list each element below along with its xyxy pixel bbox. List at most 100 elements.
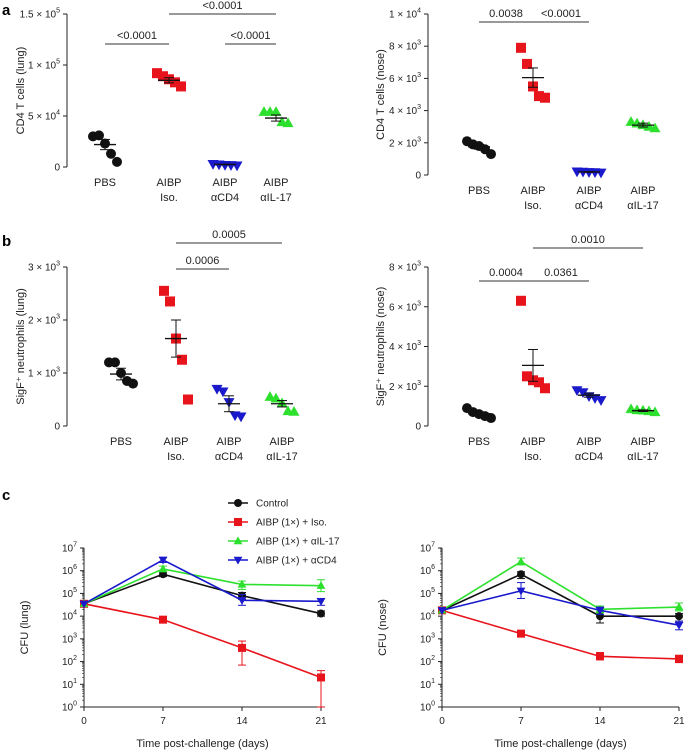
data-point [486, 413, 496, 424]
x-tick-label: 14 [236, 716, 248, 727]
data-point [675, 654, 683, 663]
data-point [649, 122, 661, 133]
data-point [649, 406, 661, 417]
data-point [522, 371, 532, 382]
series-line [441, 560, 680, 612]
y-tick-label: 101 [62, 678, 77, 691]
series-3 [79, 556, 326, 609]
category-label: AIBP [576, 185, 601, 197]
p-value-label: 0.0006 [186, 255, 220, 267]
y-tick-label: 0 [54, 422, 60, 433]
group-3 [264, 391, 300, 416]
x-axis-label: Time post-challenge (days) [494, 738, 626, 750]
category-label: AIBP [163, 436, 188, 448]
legend-marker [233, 556, 243, 565]
x-axis-label: Time post-challenge (days) [136, 738, 268, 750]
data-point [170, 77, 180, 88]
category-label: αCD4 [575, 200, 603, 212]
data-point [540, 92, 550, 103]
data-point [158, 556, 168, 565]
group-1 [152, 68, 186, 92]
y-tick-label: 103 [62, 632, 77, 645]
legend-label: AIBP (1×) + αIL-17 [256, 537, 340, 548]
data-point [270, 106, 282, 116]
category-label: AIBP [630, 436, 655, 448]
data-point [577, 388, 589, 398]
y-tick-label: 8 × 103 [389, 40, 421, 53]
category-label: PBS [468, 185, 490, 197]
data-point [235, 412, 247, 423]
series-2 [79, 564, 326, 607]
y-axis-label: SigF⁺ neutrophils (nose) [375, 287, 387, 407]
group-1 [159, 285, 193, 405]
y-tick-label: 104 [62, 610, 77, 623]
y-tick-label: 3 × 103 [28, 261, 60, 274]
y-tick-label: 0 [415, 422, 421, 433]
data-point [674, 602, 684, 611]
chart-a_left: 0 5 × 104 1 × 105 1.5 × 105 CD4 T cells (lun… [15, 0, 294, 204]
chart-b_right: 0 2 × 103 4 × 103 6 × 103 8 × 103 SigF⁺ neutr… [375, 234, 661, 463]
group-3 [625, 116, 661, 133]
data-point [282, 117, 294, 128]
data-point [237, 579, 247, 588]
y-tick-label: 2 × 103 [389, 136, 421, 149]
data-point [437, 607, 447, 615]
y-tick-label: 2 × 103 [389, 380, 421, 393]
x-tick-label: 14 [594, 716, 606, 727]
y-tick-label: 101 [420, 678, 435, 691]
data-point [128, 378, 138, 389]
data-point [316, 598, 326, 606]
y-tick-label: 107 [420, 542, 435, 555]
category-label: Iso. [524, 451, 542, 463]
group-2 [211, 384, 247, 423]
legend-label: AIBP (1×) + Iso. [256, 518, 327, 529]
p-value-label: 0.0010 [571, 234, 605, 246]
data-point [540, 383, 550, 394]
group-1 [516, 295, 550, 394]
data-point [159, 285, 169, 296]
legend-marker [233, 536, 243, 545]
series-line [83, 573, 322, 615]
data-point [238, 643, 246, 652]
category-label: αIL-17 [627, 200, 658, 212]
y-tick-label: 100 [62, 701, 77, 714]
category-label: AIBP [576, 436, 601, 448]
data-point [517, 570, 525, 579]
data-point [112, 156, 122, 167]
category-label: αCD4 [211, 192, 239, 204]
data-point [288, 405, 300, 416]
y-tick-label: 4 × 103 [389, 340, 421, 353]
y-tick-label: 105 [420, 587, 435, 600]
category-label: Iso. [160, 192, 178, 204]
category-label: αCD4 [575, 451, 603, 463]
category-label: AIBP [269, 436, 294, 448]
data-point [264, 391, 276, 401]
y-tick-label: 6 × 103 [389, 72, 421, 85]
category-label: AIBP [263, 177, 288, 189]
legend-marker [234, 499, 242, 507]
p-value-label: <0.0001 [117, 30, 157, 42]
data-point [517, 629, 525, 638]
series-3 [437, 582, 684, 631]
category-label: αIL-17 [260, 192, 291, 204]
y-tick-label: 106 [62, 564, 77, 577]
p-value-label: 0.0038 [489, 8, 523, 20]
data-point [177, 354, 187, 365]
series-1 [80, 599, 325, 708]
y-tick-label: 106 [420, 564, 435, 577]
data-point [316, 581, 326, 589]
group-0 [88, 130, 122, 167]
data-point [159, 615, 167, 624]
group-0 [462, 403, 496, 424]
panel-label-b: b [2, 233, 11, 250]
category-label: PBS [468, 436, 490, 448]
legend-marker [234, 518, 242, 526]
data-point [211, 384, 223, 395]
x-tick-label: 0 [439, 716, 445, 727]
data-point [317, 609, 325, 618]
y-tick-label: 2 × 103 [28, 314, 60, 327]
p-value-label: <0.0001 [230, 30, 270, 42]
data-point [106, 148, 116, 159]
